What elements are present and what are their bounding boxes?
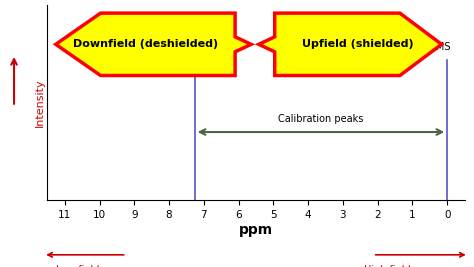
Polygon shape [259,13,442,76]
Text: Upfield (shielded): Upfield (shielded) [302,39,414,49]
Text: 3: 3 [193,49,198,58]
Polygon shape [56,13,251,76]
Text: Low field: Low field [56,265,99,267]
Text: High field: High field [365,265,411,267]
Text: Downfield (deshielded): Downfield (deshielded) [73,39,218,49]
Text: TMS: TMS [430,42,451,52]
Y-axis label: Intensity: Intensity [35,78,45,127]
Text: Calibration peaks: Calibration peaks [278,114,364,124]
X-axis label: ppm: ppm [239,223,273,237]
Text: CDCL: CDCL [168,42,195,52]
